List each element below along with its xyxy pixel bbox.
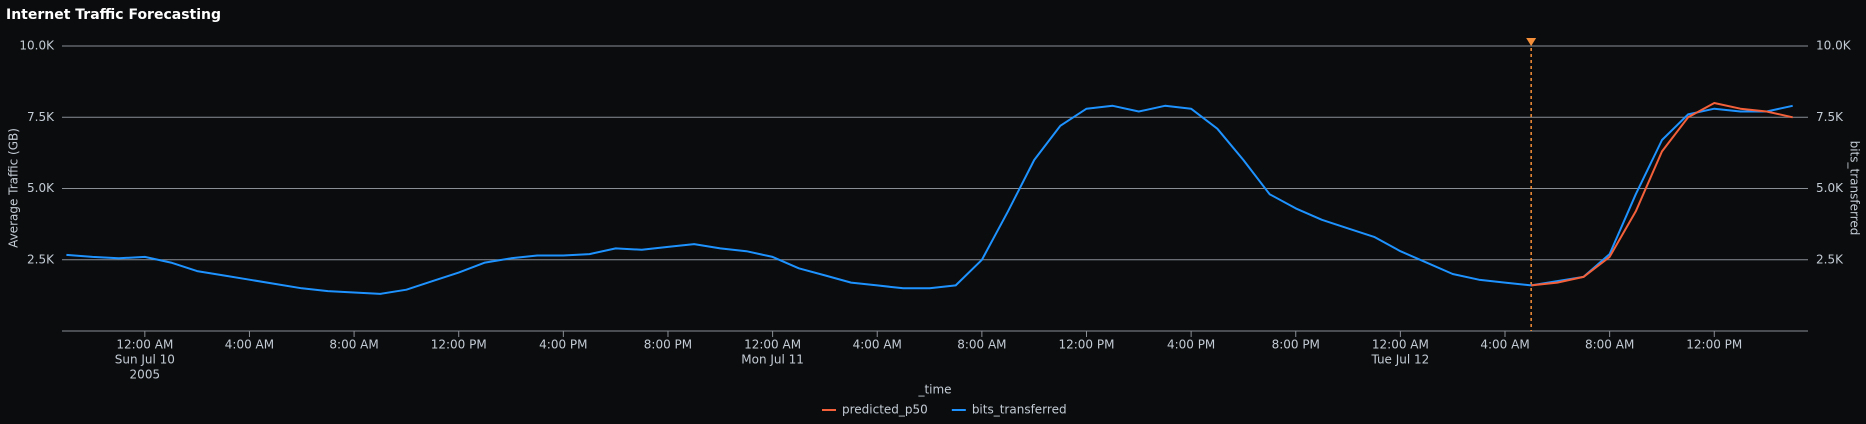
x-tick-label: 12:00 PM bbox=[431, 338, 487, 352]
y-tick-label: 2.5K bbox=[27, 252, 55, 266]
y-tick-label: 5.0K bbox=[27, 181, 55, 195]
y-tick-label: 10.0K bbox=[19, 39, 55, 53]
x-tick-label: 4:00 AM bbox=[1480, 338, 1529, 352]
legend-item[interactable]: bits_transferred bbox=[951, 403, 1067, 417]
forecast-marker-head bbox=[1526, 38, 1537, 46]
x-tick-label: 12:00 PM bbox=[1686, 338, 1742, 352]
x-tick-label: Tue Jul 12 bbox=[1370, 353, 1429, 367]
x-tick-label: 4:00 PM bbox=[1167, 338, 1215, 352]
x-tick-label: 4:00 AM bbox=[225, 338, 274, 352]
legend-label: predicted_p50 bbox=[842, 403, 928, 417]
legend-item[interactable]: predicted_p50 bbox=[822, 403, 928, 417]
chart-title: Internet Traffic Forecasting bbox=[6, 7, 221, 23]
x-tick-label: 8:00 PM bbox=[644, 338, 692, 352]
x-tick-label: 12:00 AM bbox=[1372, 338, 1429, 352]
y-axis-title: Average Traffic (GB) bbox=[7, 128, 21, 248]
series-line bbox=[1531, 102, 1793, 287]
y2-tick-label: 10.0K bbox=[1816, 39, 1852, 53]
x-tick-label: Mon Jul 11 bbox=[741, 353, 804, 367]
x-tick-label: Sun Jul 10 bbox=[115, 353, 175, 367]
x-tick-label: 12:00 AM bbox=[116, 338, 173, 352]
series-line bbox=[66, 104, 1793, 295]
y2-tick-label: 5.0K bbox=[1816, 181, 1844, 195]
y2-tick-label: 2.5K bbox=[1816, 252, 1844, 266]
x-tick-label: 8:00 AM bbox=[329, 338, 378, 352]
y-tick-label: 7.5K bbox=[27, 110, 55, 124]
x-tick-label: 8:00 PM bbox=[1272, 338, 1320, 352]
x-tick-label: 4:00 AM bbox=[853, 338, 902, 352]
x-tick-label: 8:00 AM bbox=[1585, 338, 1634, 352]
x-axis-title: _time bbox=[917, 383, 951, 397]
y2-tick-label: 7.5K bbox=[1816, 110, 1844, 124]
y2-axis-title: bits_transferred bbox=[1848, 141, 1862, 236]
legend-label: bits_transferred bbox=[972, 403, 1067, 417]
x-tick-label: 12:00 AM bbox=[744, 338, 801, 352]
legend: predicted_p50 bits_transferred bbox=[822, 403, 1067, 417]
x-tick-label: 2005 bbox=[130, 368, 161, 382]
x-tick-label: 4:00 PM bbox=[539, 338, 587, 352]
x-tick-label: 12:00 PM bbox=[1058, 338, 1114, 352]
x-tick-label: 8:00 AM bbox=[957, 338, 1006, 352]
